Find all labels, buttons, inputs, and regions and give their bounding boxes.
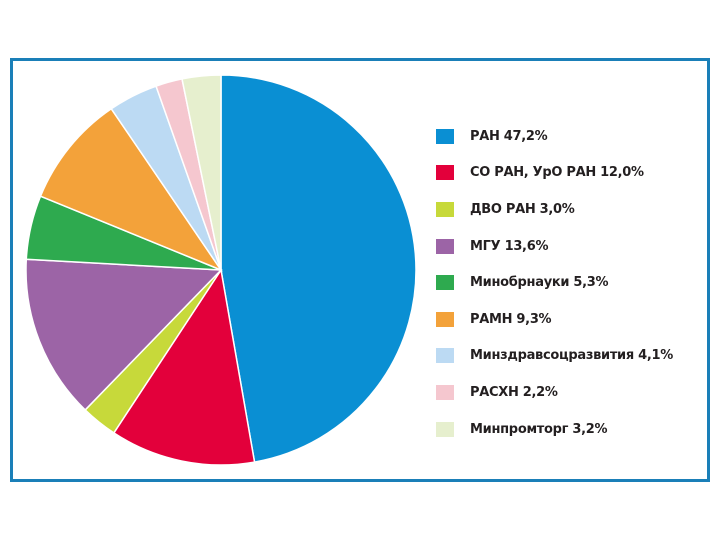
legend-item-0: РАН 47,2% <box>436 118 673 155</box>
legend-swatch <box>436 275 454 291</box>
pie-chart <box>25 74 417 466</box>
legend-label: Минпромторг 3,2% <box>470 421 608 437</box>
legend-item-1: СО РАН, УрО РАН 12,0% <box>436 155 673 192</box>
legend-swatch <box>436 311 454 327</box>
legend-swatch <box>436 421 454 437</box>
pie-slice-1 <box>112 268 256 466</box>
legend-swatch <box>436 384 454 400</box>
legend-swatch <box>436 201 454 217</box>
legend-item-6: Минздравсоцразвития 4,1% <box>436 338 673 375</box>
legend-item-3: МГУ 13,6% <box>436 228 673 265</box>
legend-swatch <box>436 348 454 364</box>
legend-label: РАМН 9,3% <box>470 311 552 327</box>
legend-item-8: Минпромторг 3,2% <box>436 411 673 448</box>
legend-item-7: РАСХН 2,2% <box>436 374 673 411</box>
legend-swatch <box>436 165 454 181</box>
legend-swatch <box>436 238 454 254</box>
legend-label: СО РАН, УрО РАН 12,0% <box>470 165 644 181</box>
pie-slice-5 <box>39 107 224 272</box>
legend-label: Минздравсоцразвития 4,1% <box>470 348 673 364</box>
legend-label: МГУ 13,6% <box>470 238 549 254</box>
legend-swatch <box>436 128 454 144</box>
legend-label: РАСХН 2,2% <box>470 384 558 400</box>
legend-item-5: РАМН 9,3% <box>436 301 673 338</box>
pie-slice-0 <box>220 74 417 463</box>
legend-item-2: ДВО РАН 3,0% <box>436 191 673 228</box>
legend-label: Минобрнауки 5,3% <box>470 275 609 291</box>
chart-legend: РАН 47,2% СО РАН, УрО РАН 12,0% ДВО РАН 3,… <box>436 118 673 447</box>
legend-label: ДВО РАН 3,0% <box>470 201 575 217</box>
pie-slice-8 <box>181 74 222 271</box>
legend-item-4: Минобрнауки 5,3% <box>436 264 673 301</box>
pie-slice-3 <box>25 258 223 411</box>
legend-label: РАН 47,2% <box>470 128 548 144</box>
